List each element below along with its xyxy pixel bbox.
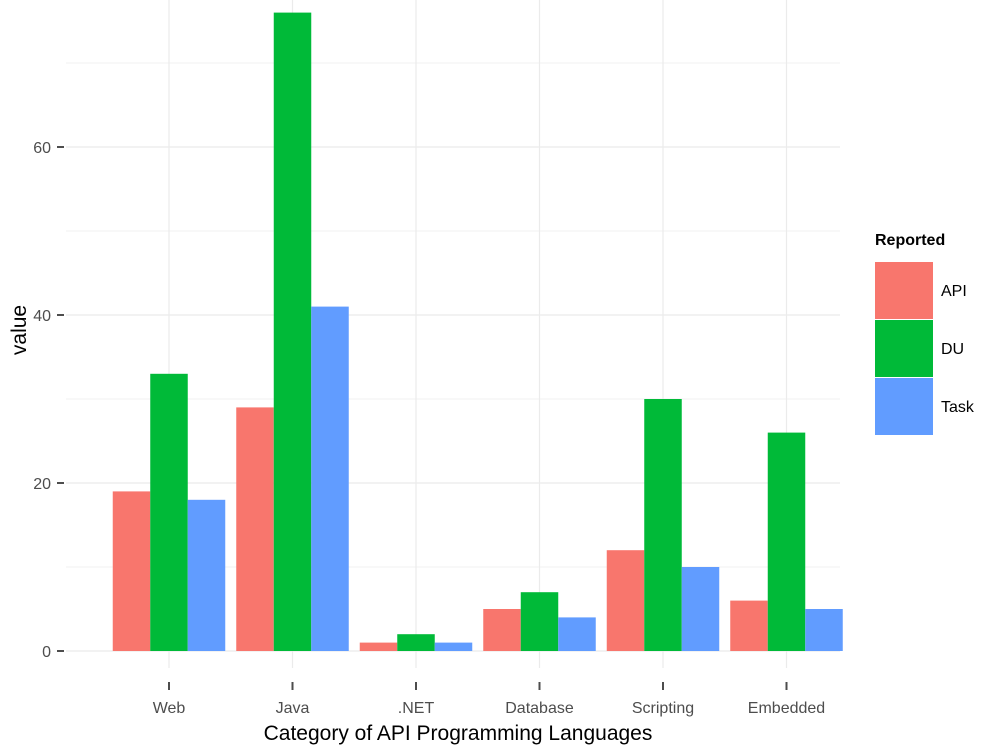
- bar-task-embedded: [805, 609, 843, 651]
- x-tick-label: Java: [276, 700, 310, 717]
- bar-du-database: [521, 592, 559, 651]
- x-tick-label: Scripting: [632, 700, 694, 717]
- bar-du-net: [397, 634, 435, 651]
- bar-api-java: [236, 407, 274, 651]
- legend-label-du: DU: [941, 341, 964, 358]
- y-tick-label: 0: [42, 644, 51, 661]
- x-tick-label: Database: [505, 700, 574, 717]
- legend-label-api: API: [941, 283, 967, 300]
- bar-api-net: [360, 643, 398, 651]
- bar-du-embedded: [768, 433, 806, 651]
- x-axis-title: Category of API Programming Languages: [264, 722, 653, 745]
- x-tick-label: .NET: [398, 700, 435, 717]
- bar-task-scripting: [682, 567, 720, 651]
- legend-title: Reported: [875, 232, 945, 249]
- bar-api-scripting: [607, 550, 645, 651]
- y-tick-label: 40: [33, 308, 51, 325]
- x-tick-label: Embedded: [748, 700, 825, 717]
- y-axis: 0 20 40 60: [33, 140, 64, 661]
- x-axis: Web Java .NET Database Scripting Embedded: [153, 682, 826, 717]
- legend-key-du: [875, 320, 933, 377]
- bar-task-net: [435, 643, 473, 651]
- y-tick-label: 20: [33, 476, 51, 493]
- legend: Reported API DU Task: [875, 232, 975, 435]
- bar-api-embedded: [730, 601, 768, 651]
- legend-key-api: [875, 262, 933, 319]
- legend-label-task: Task: [941, 399, 975, 416]
- bar-du-java: [274, 13, 312, 651]
- bar-api-web: [113, 491, 151, 651]
- bar-du-web: [150, 374, 188, 651]
- bar-api-database: [483, 609, 521, 651]
- y-tick-label: 60: [33, 140, 51, 157]
- bar-task-java: [311, 307, 349, 651]
- legend-key-task: [875, 378, 933, 435]
- bars: [113, 13, 843, 651]
- y-axis-title: value: [8, 305, 31, 355]
- bar-task-web: [188, 500, 226, 651]
- bar-du-scripting: [644, 399, 682, 651]
- bar-task-database: [558, 617, 596, 651]
- x-tick-label: Web: [153, 700, 186, 717]
